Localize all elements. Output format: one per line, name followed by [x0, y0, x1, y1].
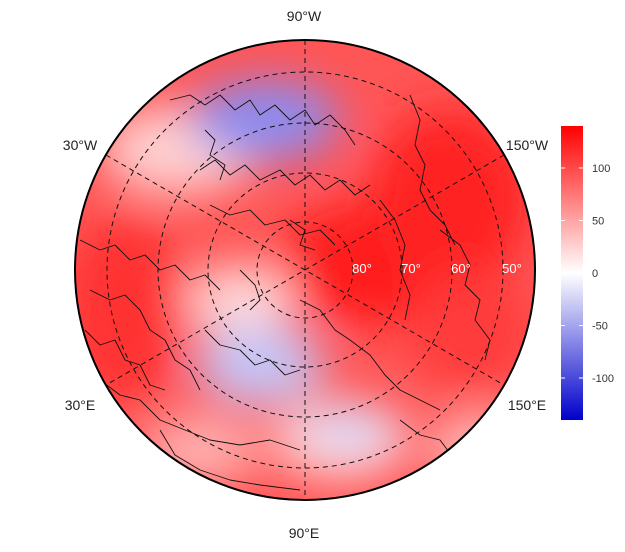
latitude-label-80: 80°: [352, 261, 372, 276]
europe-high: [75, 215, 185, 405]
canada-low: [190, 80, 340, 160]
meridians: [105, 40, 505, 500]
longitude-label-bottom: 90°E: [289, 525, 320, 541]
longitude-label-lower-right: 150°E: [508, 397, 546, 413]
meridian-150w-30e: [105, 154, 505, 386]
colorbar-ticks: 100 50 0 -50 -100: [561, 163, 614, 385]
map-boundary: [74, 39, 536, 501]
longitude-label-upper-left: 30°W: [63, 137, 98, 153]
latitude-labels: 80° 70° 60° 50°: [352, 261, 522, 276]
latitude-circle-50: [106, 71, 504, 469]
colorbar-tick-label: -50: [592, 321, 608, 333]
latitude-circle-60: [157, 122, 453, 418]
colorbar-tick-label: 100: [592, 163, 610, 175]
longitude-label-upper-right: 150°W: [506, 137, 549, 153]
siberia-low: [195, 325, 325, 405]
latitude-circle-70: [207, 172, 403, 368]
colorbar-gradient: [561, 126, 583, 420]
longitude-label-lower-left: 30°E: [65, 397, 96, 413]
latitude-label-70: 70°: [401, 261, 421, 276]
colorbar-tick-label: 50: [592, 216, 604, 228]
colorbar-tick-label: 0: [592, 268, 598, 280]
latitude-label-60: 60°: [451, 261, 471, 276]
bering-high: [370, 110, 530, 290]
longitude-labels: 90°W 30°W 150°W 30°E 150°E 90°E: [63, 8, 549, 541]
longitude-label-top: 90°W: [287, 8, 322, 24]
latitude-label-50: 50°: [502, 261, 522, 276]
colorbar: 100 50 0 -50 -100: [561, 126, 614, 420]
colorbar-tick-label: -100: [592, 373, 614, 385]
